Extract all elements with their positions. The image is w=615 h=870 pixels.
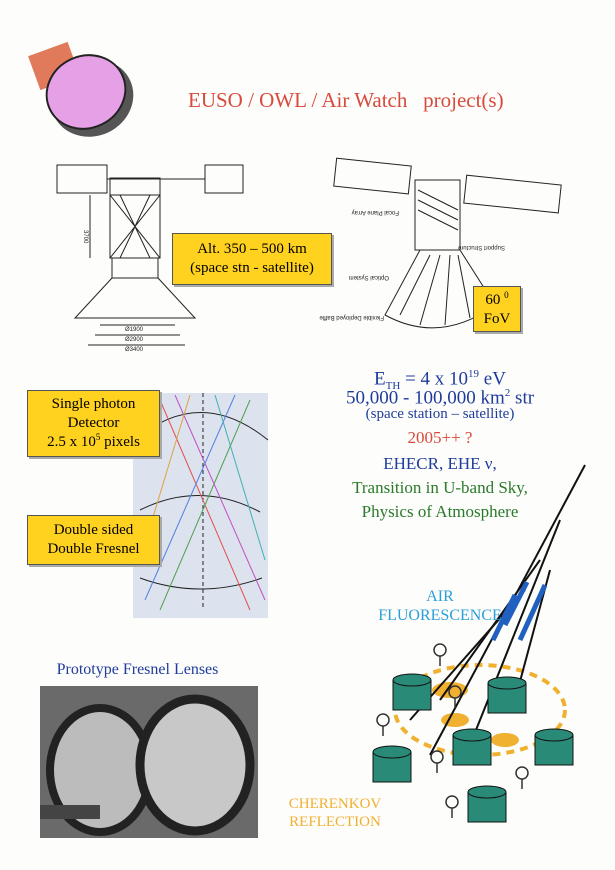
unit: pixels xyxy=(104,434,140,451)
label-line: AIR xyxy=(426,588,454,605)
photo-caption: Prototype Fresnel Lenses xyxy=(56,661,219,678)
fov-value: 60 0 xyxy=(474,290,520,310)
title: EUSO / OWL / Air Watch project(s) xyxy=(188,88,504,112)
cylinder-icon xyxy=(28,41,134,137)
satellite-drawing-right xyxy=(333,157,562,329)
drawing-label: Optical System xyxy=(349,274,389,280)
subscript: TH xyxy=(385,380,401,393)
unit: eV xyxy=(483,368,506,390)
box-line: (space stn - satellite) xyxy=(190,260,314,276)
label-line: CHERENKOV xyxy=(288,796,382,812)
exponent: 2 xyxy=(504,387,511,399)
aperture-text: 50,000 - 100,000 km xyxy=(345,387,505,409)
unit: str xyxy=(515,387,535,409)
box-line: Double sided xyxy=(53,522,134,539)
air-label: AIR FLUORESCENCE xyxy=(340,587,540,625)
exponent: 5 xyxy=(95,432,101,443)
drawing-label: Support Structure xyxy=(457,244,505,250)
exponent: 19 xyxy=(468,368,480,380)
symbol: E xyxy=(374,368,386,390)
drawing-label: Focal Plane Array xyxy=(352,209,399,215)
shower-detector-diagram xyxy=(372,464,586,823)
label-line: REFLECTION xyxy=(289,814,381,830)
box-line: Alt. 350 – 500 km xyxy=(197,241,307,258)
threshold: ETH = 4 x 1019 eV xyxy=(310,368,570,393)
pixels-text: 2.5 x 10 xyxy=(47,434,96,451)
dimension-label: Ø1900 xyxy=(125,327,144,333)
cherenkov-label: CHERENKOV REFLECTION xyxy=(250,795,420,831)
fresnel-box: Double sided Double Fresnel xyxy=(27,515,160,565)
drawing-label: Flexible Deployed Baffle xyxy=(319,314,384,320)
fov-box: 60 0 FoV xyxy=(473,286,521,332)
note: (space station – satellite) xyxy=(365,406,515,422)
fresnel-lens-photo xyxy=(40,686,258,838)
altitude-box: Alt. 350 – 500 km (space stn - satellite… xyxy=(172,233,332,285)
box-line: Single photon xyxy=(51,395,136,412)
dimension-label: Ø3400 xyxy=(125,347,144,353)
label-line: FLUORESCENCE xyxy=(378,607,502,625)
satellite-drawing-left xyxy=(56,164,244,346)
equals: = 4 x 10 xyxy=(405,368,469,390)
aperture: 50,000 - 100,000 km2 str xyxy=(300,387,580,410)
detector-box: Single photon Detector 2.5 x 105 pixels xyxy=(27,390,160,457)
date: 2005++ ? xyxy=(407,428,473,447)
box-line: Detector xyxy=(67,414,120,431)
pixels: 2.5 x 105 pixels xyxy=(28,432,159,452)
fov-number: 60 xyxy=(485,291,501,308)
dimension-label: 3700 xyxy=(82,230,88,244)
fov-degree: 0 xyxy=(504,289,509,300)
science-line: Transition in U-band Sky, xyxy=(352,478,528,497)
fov-label: FoV xyxy=(483,310,511,327)
box-line: Double Fresnel xyxy=(47,541,140,557)
dimension-label: Ø2900 xyxy=(125,337,144,343)
science-line: EHECR, EHE ν, xyxy=(383,454,497,473)
science-line: Physics of Atmosphere xyxy=(361,502,519,521)
